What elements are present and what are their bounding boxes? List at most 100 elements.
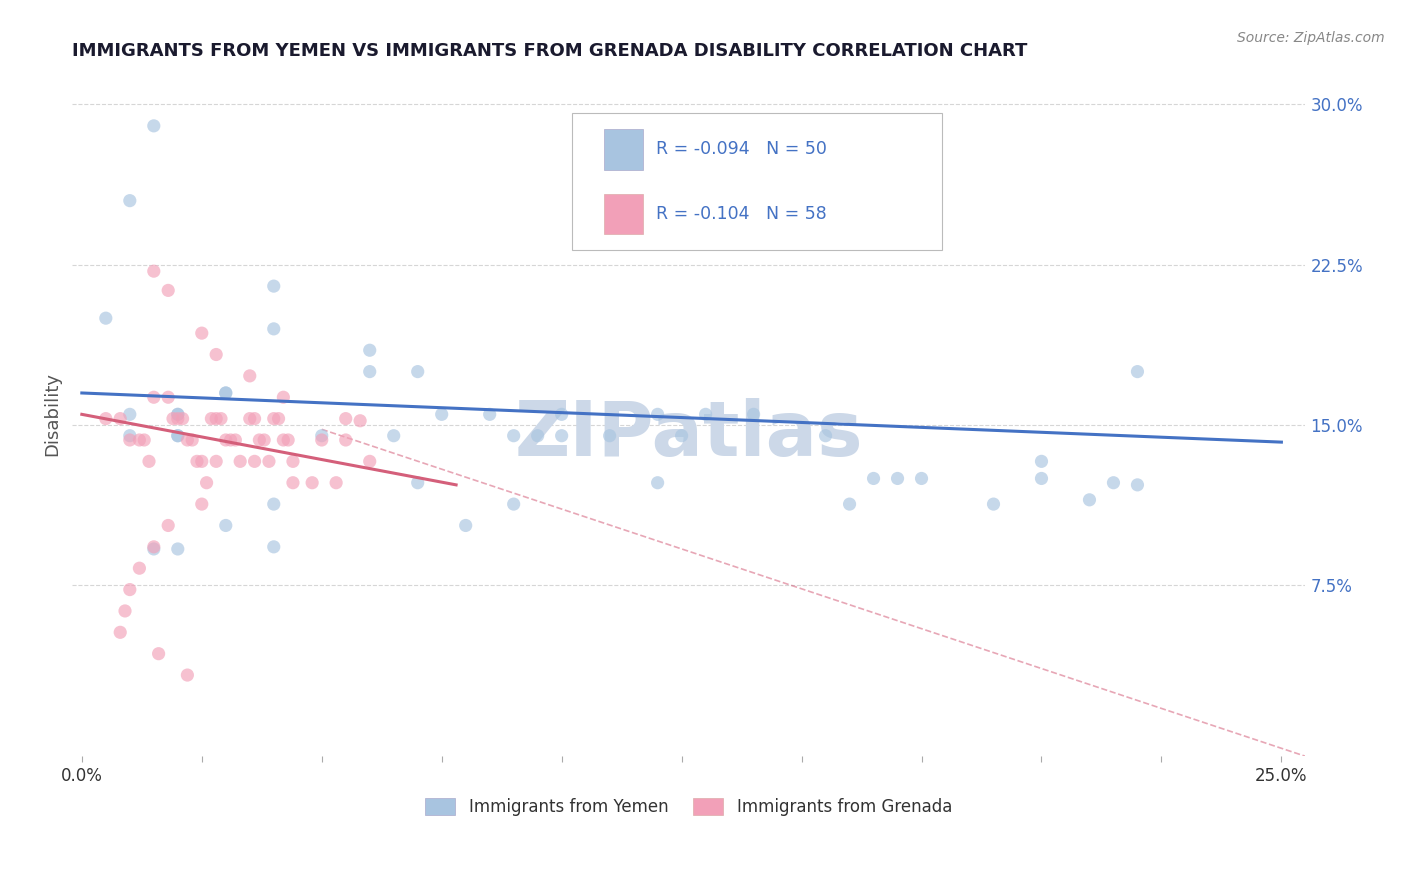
Point	[1078, 492, 1101, 507]
Text: R = -0.104   N = 58: R = -0.104 N = 58	[655, 205, 827, 223]
Point	[263, 411, 285, 425]
Point	[502, 497, 524, 511]
Point	[647, 475, 669, 490]
Point	[166, 408, 188, 422]
Point	[311, 433, 333, 447]
Point	[277, 433, 299, 447]
Point	[191, 326, 214, 340]
Point	[359, 365, 381, 379]
Point	[205, 454, 228, 468]
Text: R = -0.094   N = 50: R = -0.094 N = 50	[655, 140, 827, 159]
Point	[247, 433, 270, 447]
Point	[550, 408, 572, 422]
Point	[181, 433, 204, 447]
Point	[114, 604, 136, 618]
Point	[281, 475, 304, 490]
Point	[1031, 454, 1053, 468]
Point	[142, 540, 165, 554]
Point	[205, 347, 228, 361]
Point	[215, 433, 238, 447]
Point	[118, 194, 141, 208]
Point	[647, 408, 669, 422]
Point	[166, 408, 188, 422]
Point	[94, 411, 117, 425]
Point	[263, 497, 285, 511]
Point	[406, 475, 429, 490]
Point	[215, 518, 238, 533]
Point	[273, 390, 295, 404]
Text: IMMIGRANTS FROM YEMEN VS IMMIGRANTS FROM GRENADA DISABILITY CORRELATION CHART: IMMIGRANTS FROM YEMEN VS IMMIGRANTS FROM…	[72, 42, 1028, 60]
Point	[273, 433, 295, 447]
Point	[1031, 471, 1053, 485]
Point	[166, 428, 188, 442]
Point	[157, 390, 180, 404]
Point	[166, 541, 188, 556]
Point	[157, 518, 180, 533]
Point	[195, 475, 218, 490]
Point	[118, 408, 141, 422]
Point	[526, 428, 548, 442]
Point	[142, 264, 165, 278]
Point	[224, 433, 246, 447]
Point	[502, 428, 524, 442]
Point	[478, 408, 501, 422]
Point	[200, 411, 222, 425]
Point	[128, 433, 150, 447]
FancyBboxPatch shape	[572, 113, 942, 251]
Point	[186, 454, 208, 468]
Point	[243, 454, 266, 468]
Point	[1102, 475, 1125, 490]
Point	[110, 625, 132, 640]
Point	[695, 408, 717, 422]
Point	[191, 497, 214, 511]
Point	[910, 471, 932, 485]
Point	[382, 428, 405, 442]
Point	[118, 582, 141, 597]
Point	[172, 411, 194, 425]
Point	[118, 433, 141, 447]
Point	[157, 284, 180, 298]
Point	[239, 368, 262, 383]
Text: ZIPatlas: ZIPatlas	[515, 398, 863, 472]
Point	[862, 471, 884, 485]
Legend: Immigrants from Yemen, Immigrants from Grenada: Immigrants from Yemen, Immigrants from G…	[419, 791, 959, 823]
Point	[454, 518, 477, 533]
Text: Source: ZipAtlas.com: Source: ZipAtlas.com	[1237, 31, 1385, 45]
Point	[742, 408, 765, 422]
Y-axis label: Disability: Disability	[44, 372, 60, 457]
Point	[301, 475, 323, 490]
Point	[142, 119, 165, 133]
Point	[142, 390, 165, 404]
Point	[430, 408, 453, 422]
Point	[671, 428, 693, 442]
Point	[335, 411, 357, 425]
Point	[359, 343, 381, 358]
Point	[219, 433, 242, 447]
Point	[148, 647, 170, 661]
Point	[349, 414, 371, 428]
Point	[229, 454, 252, 468]
Point	[257, 454, 280, 468]
Point	[205, 411, 228, 425]
Point	[138, 454, 160, 468]
Point	[176, 668, 198, 682]
Point	[325, 475, 347, 490]
Point	[1126, 365, 1149, 379]
Point	[110, 411, 132, 425]
Point	[599, 428, 621, 442]
Point	[215, 386, 238, 401]
Point	[838, 497, 860, 511]
Point	[267, 411, 290, 425]
Point	[983, 497, 1005, 511]
Point	[263, 540, 285, 554]
Point	[1126, 478, 1149, 492]
Point	[253, 433, 276, 447]
Point	[166, 428, 188, 442]
Point	[239, 411, 262, 425]
Point	[814, 428, 837, 442]
Point	[191, 454, 214, 468]
Point	[359, 454, 381, 468]
Point	[215, 386, 238, 401]
Point	[142, 541, 165, 556]
Point	[128, 561, 150, 575]
